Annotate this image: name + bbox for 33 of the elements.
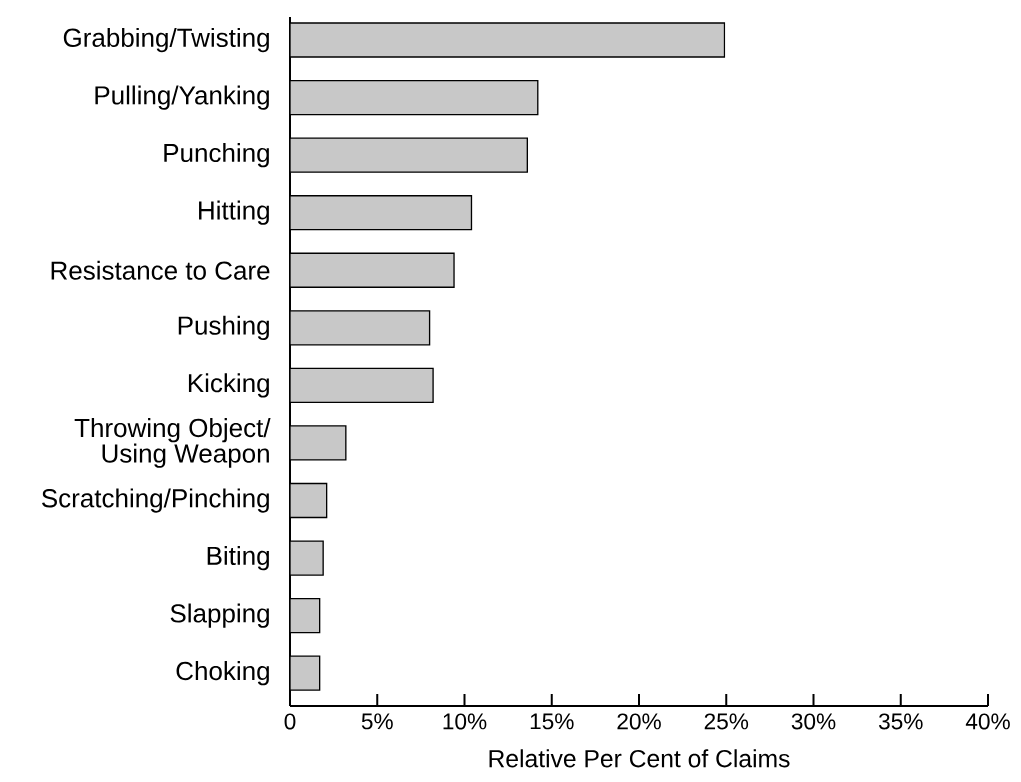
bar xyxy=(290,195,473,231)
bar xyxy=(290,655,321,691)
y-tick-label: Kicking xyxy=(188,373,269,398)
bar xyxy=(290,79,539,116)
x-tick-label: 35% xyxy=(878,713,923,730)
y-tick-label: Throwing Object/ Using Weapon xyxy=(74,418,271,468)
bar xyxy=(290,597,321,634)
x-tick-label: 25% xyxy=(704,713,749,730)
y-tick-label: Grabbing/Twisting xyxy=(63,27,269,53)
bar xyxy=(290,310,431,346)
y-tick-label: Pulling/Yanking xyxy=(95,85,269,110)
x-tick-label: 30% xyxy=(791,713,836,730)
y-tick-label: Choking xyxy=(176,661,269,686)
x-tick-label: 10% xyxy=(443,713,487,730)
y-tick-label: Hitting xyxy=(199,200,269,225)
x-tick-label: 20% xyxy=(617,713,661,730)
y-tick-label: Pushing xyxy=(178,315,269,340)
x-tick-label: 0 xyxy=(284,713,296,730)
y-tick-label: Resistance to Care xyxy=(51,260,270,280)
y-tick-label: Punching xyxy=(164,143,269,168)
bar xyxy=(290,367,434,404)
x-tick-label: 5% xyxy=(361,713,393,730)
bar xyxy=(290,252,455,288)
y-tick-label: Scratching/Pinching xyxy=(41,488,269,513)
x-tick-label: 40% xyxy=(965,713,1010,730)
y-tick-label: Biting xyxy=(207,545,269,571)
x-axis-title: Relative Per Cent of Claims xyxy=(489,749,790,768)
y-tick-label: Slapping xyxy=(170,603,269,628)
x-tick-label: 15% xyxy=(530,713,574,730)
bar xyxy=(290,482,328,519)
bar xyxy=(290,22,726,58)
bar xyxy=(290,425,347,461)
bar xyxy=(290,137,528,173)
